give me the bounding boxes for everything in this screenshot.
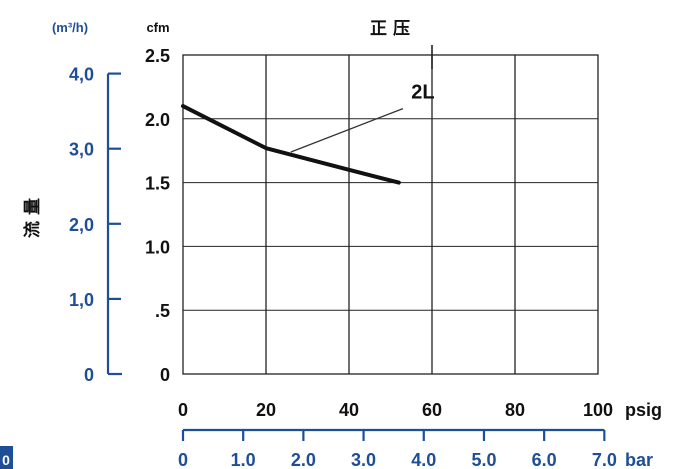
y-tick-label: 2.0 (145, 110, 170, 130)
y-axis-title: 流 量 (22, 198, 43, 238)
corner-fragment-text: 0 (2, 452, 10, 468)
y-tick-label: .5 (155, 301, 170, 321)
y-tick-label: 2.5 (145, 46, 170, 66)
m3h-tick-label: 3,0 (69, 140, 94, 160)
x-unit-bar: bar (625, 450, 653, 469)
corner-fragment-bg (0, 446, 13, 469)
m3h-tick-label: 2,0 (69, 215, 94, 235)
x-tick-label: 80 (505, 400, 525, 420)
m3h-tick-label: 4,0 (69, 65, 94, 85)
bar-tick-label: 0 (178, 450, 188, 469)
chart-labels: 正 压 cfm (m³/h) 流 量 psig bar 0 20 40 60 80 100… (22, 19, 662, 469)
y-tick-label: 1.5 (145, 174, 170, 194)
plot-frame (182, 54, 599, 375)
bar-tick-label: 3.0 (351, 450, 376, 469)
series-line-2L (181, 104, 401, 185)
chart-marks (181, 104, 404, 185)
bar-tick-label: 1.0 (231, 450, 256, 469)
m3h-tick-label: 0 (84, 365, 94, 385)
bar-tick-label: 6.0 (532, 450, 557, 469)
x-tick-label: 100 (583, 400, 613, 420)
plot-axes (106, 72, 606, 441)
corner-fragment-box: 0 (0, 446, 13, 469)
plot-grid (182, 45, 599, 375)
m3h-tick-label: 1,0 (69, 290, 94, 310)
series-leader-line (290, 107, 404, 153)
x-tick-label: 60 (422, 400, 442, 420)
y-tick-label: 0 (160, 365, 170, 385)
bar-tick-label: 5.0 (471, 450, 496, 469)
y-tick-label: 1.0 (145, 237, 170, 257)
x-unit-psig: psig (625, 400, 662, 420)
chart-title: 正 压 (370, 19, 410, 39)
series-label-2L: 2L (411, 81, 434, 103)
x-tick-label: 40 (339, 400, 359, 420)
x-tick-label: 0 (178, 400, 188, 420)
x-tick-label: 20 (256, 400, 276, 420)
bar-tick-label: 2.0 (291, 450, 316, 469)
bar-tick-label: 7.0 (592, 450, 617, 469)
y-unit-m3h: (m³/h) (52, 20, 88, 35)
y-unit-cfm: cfm (146, 20, 169, 35)
bar-tick-label: 4.0 (411, 450, 436, 469)
